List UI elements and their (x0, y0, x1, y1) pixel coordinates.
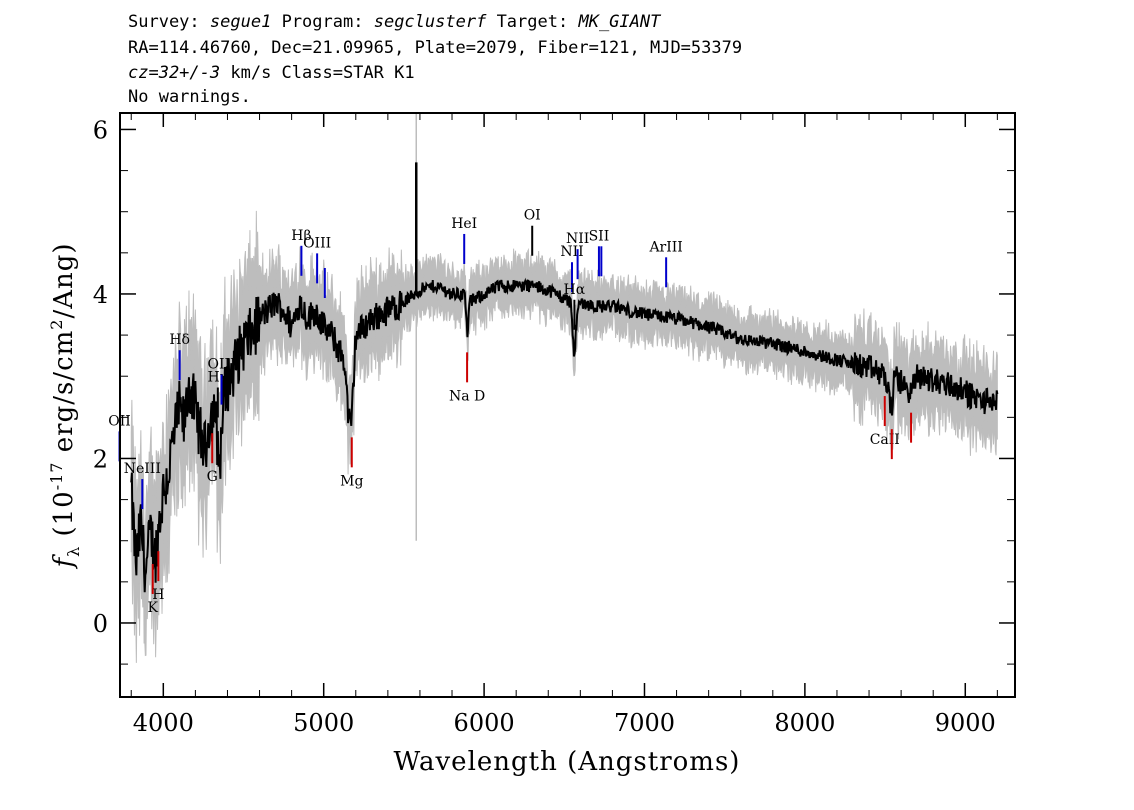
x-tick-label: 7000 (614, 709, 675, 737)
x-tick-label: 5000 (293, 709, 354, 737)
emission-line-label: ArIII (648, 239, 682, 255)
x-tick-label: 6000 (454, 709, 515, 737)
y-tick-label: 2 (93, 445, 108, 473)
absorption-line-label: Mg (340, 473, 363, 489)
absorption-line-label: H (152, 587, 164, 603)
header-line-4: No warnings. (128, 87, 251, 107)
absorption-line-label: CaII (870, 432, 900, 448)
target-value: MK_GIANT (578, 12, 661, 32)
header-line-2: RA=114.46760, Dec=21.09965, Plate=2079, … (128, 38, 743, 58)
emission-line-label: SII (589, 228, 610, 244)
program-label: Program: (281, 12, 364, 32)
emission-line-label: Hγ (208, 369, 229, 385)
x-tick-label: 4000 (133, 709, 194, 737)
emission-line-label: NeIII (124, 461, 161, 477)
emission-line-label: OI (524, 208, 541, 224)
absorption-line-label: K (147, 600, 158, 616)
survey-label: Survey: (128, 12, 200, 32)
emission-line-label: Hδ (169, 332, 190, 348)
redshift-value: cz=32+/-3 (128, 63, 221, 83)
class-value: km/s Class=STAR K1 (220, 63, 415, 83)
emission-line-label: Hα (564, 282, 586, 298)
x-tick-label: 9000 (935, 709, 996, 737)
header-line-3: cz=32+/-3 km/s Class=STAR K1 (128, 63, 415, 84)
emission-line-label: HeI (451, 216, 477, 232)
x-tick-label: 8000 (774, 709, 835, 737)
y-axis-label: fλ (10-17 erg/s/cm2/Ang) (47, 242, 83, 569)
x-axis-label: Wavelength (Angstroms) (394, 747, 741, 777)
error-band (130, 113, 998, 663)
absorption-line-label: Na D (449, 388, 485, 404)
target-label: Target: (496, 12, 569, 32)
plot-frame (119, 112, 1016, 698)
y-tick-label: 0 (93, 610, 108, 638)
error-envelope (130, 210, 998, 663)
absorption-line-label: G (207, 469, 218, 485)
emission-line-label: Hβ (291, 228, 311, 244)
emission-line-label: OIII (303, 235, 331, 251)
survey-value: segue1 (209, 12, 272, 32)
emission-line-label: NII (566, 231, 589, 247)
axis-ticks: 4000 5000 6000 7000 8000 9000 0 2 4 6 (93, 113, 1015, 737)
emission-line-label: OIII (207, 357, 235, 373)
program-value: segclusterf (373, 12, 487, 32)
header-line-1: Survey: segue1 Program: segclusterf Targ… (128, 12, 660, 33)
flux-series (130, 162, 999, 593)
y-tick-label: 6 (93, 116, 108, 144)
y-tick-label: 4 (93, 281, 108, 309)
flux-line (130, 277, 999, 593)
